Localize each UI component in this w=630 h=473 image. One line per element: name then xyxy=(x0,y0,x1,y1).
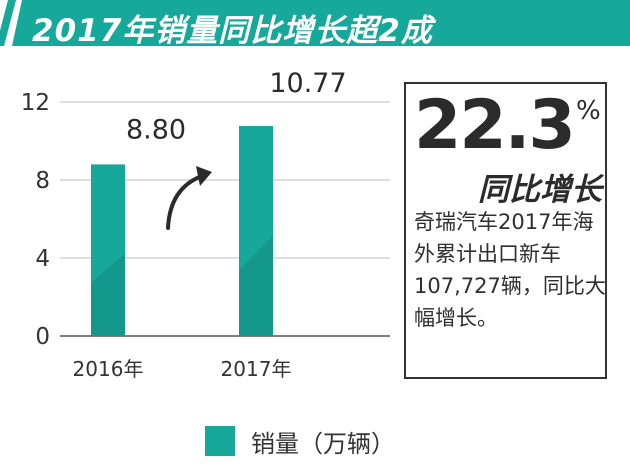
banner-fill xyxy=(12,0,630,46)
growth-subtitle: 同比增长 xyxy=(478,172,602,208)
growth-arrow-head xyxy=(196,166,212,186)
banner-title: 2017年销量同比增长超2成 xyxy=(32,13,433,49)
percent-sign: % xyxy=(576,96,601,126)
callout-description: 奇瑞汽车2017年海外累计出口新车107,727辆，同比大幅增长。 xyxy=(414,210,606,330)
y-tick-label: 12 xyxy=(21,90,50,116)
y-tick-label: 0 xyxy=(35,324,50,350)
bar-value-label: 8.80 xyxy=(126,114,186,145)
x-tick-label: 2016年 xyxy=(73,357,144,381)
bar-shade xyxy=(91,253,125,336)
y-tick-label: 4 xyxy=(35,246,50,272)
bar-chart: 0 4 8 12 8.80 2016年 10.77 2017年 xyxy=(21,68,390,381)
bar-value-label: 10.77 xyxy=(269,68,346,99)
x-tick-label: 2017年 xyxy=(221,357,292,381)
bar-shade xyxy=(239,235,273,336)
y-tick-label: 8 xyxy=(35,168,50,194)
title-banner xyxy=(0,0,630,46)
callout-box: 22.3 % 同比增长 奇瑞汽车2017年海外累计出口新车107,727辆，同比… xyxy=(404,82,607,379)
legend-swatch xyxy=(205,426,235,456)
banner-accent-stripe xyxy=(0,0,16,46)
growth-number: 22.3 xyxy=(414,86,576,165)
chart-legend: 销量（万辆） xyxy=(205,423,395,459)
growth-arrow-shaft xyxy=(166,174,204,230)
legend-label: 销量（万辆） xyxy=(251,429,395,458)
